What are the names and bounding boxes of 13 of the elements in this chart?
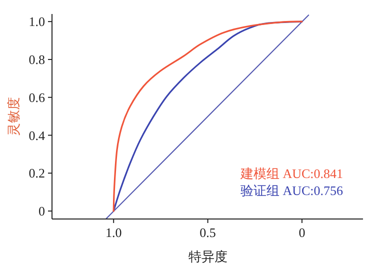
y-tick-label: 0 bbox=[38, 204, 45, 219]
x-axis-title: 特异度 bbox=[188, 249, 228, 265]
text: 验证组 AUC:0.756 bbox=[240, 183, 344, 198]
x-tick-label: 0.5 bbox=[200, 225, 216, 240]
y-tick-label: 0.2 bbox=[28, 166, 45, 181]
y-axis-title: 灵敏度 bbox=[6, 97, 22, 136]
y-tick-label: 0.4 bbox=[28, 128, 46, 143]
x-tick-label: 1.0 bbox=[105, 225, 122, 240]
text: 建模组 AUC:0.841 bbox=[239, 166, 343, 181]
x-tick-label: 0 bbox=[298, 225, 306, 240]
y-tick-label: 0.6 bbox=[28, 90, 46, 105]
y-tick-label: 0.8 bbox=[28, 52, 45, 67]
y-tick-label: 1.0 bbox=[28, 14, 45, 30]
